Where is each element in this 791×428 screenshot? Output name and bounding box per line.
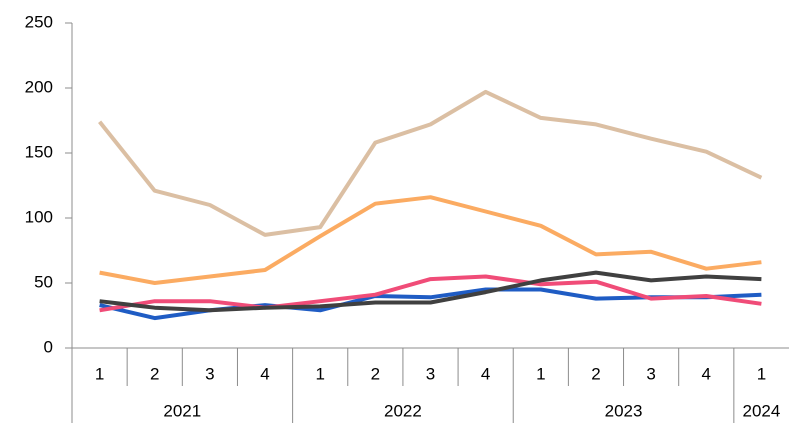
x-tick-label: 4 bbox=[702, 364, 711, 383]
y-tick-label: 200 bbox=[25, 77, 53, 96]
x-tick-label: 4 bbox=[481, 364, 490, 383]
series-line bbox=[99, 274, 762, 313]
series-line bbox=[99, 195, 762, 285]
x-tick-label: 4 bbox=[260, 364, 269, 383]
x-group-label: 2021 bbox=[163, 401, 201, 420]
x-tick-label: 1 bbox=[536, 364, 545, 383]
x-tick-label: 3 bbox=[426, 364, 435, 383]
y-tick-label: 250 bbox=[25, 12, 53, 31]
x-tick-label: 2 bbox=[371, 364, 380, 383]
x-tick-label: 3 bbox=[205, 364, 214, 383]
y-tick-label: 100 bbox=[25, 207, 53, 226]
series-line bbox=[99, 270, 762, 313]
x-group-label: 2024 bbox=[743, 401, 781, 420]
x-tick-label: 1 bbox=[757, 364, 766, 383]
x-tick-label: 2 bbox=[150, 364, 159, 383]
x-tick-label: 1 bbox=[315, 364, 324, 383]
x-group-label: 2022 bbox=[384, 401, 422, 420]
x-tick-label: 1 bbox=[95, 364, 104, 383]
y-tick-label: 150 bbox=[25, 142, 53, 161]
y-tick-label: 0 bbox=[44, 337, 53, 356]
x-tick-label: 2 bbox=[591, 364, 600, 383]
x-tick-label: 3 bbox=[646, 364, 655, 383]
y-tick-label: 50 bbox=[34, 272, 53, 291]
x-group-label: 2023 bbox=[605, 401, 643, 420]
series-line bbox=[98, 89, 763, 237]
